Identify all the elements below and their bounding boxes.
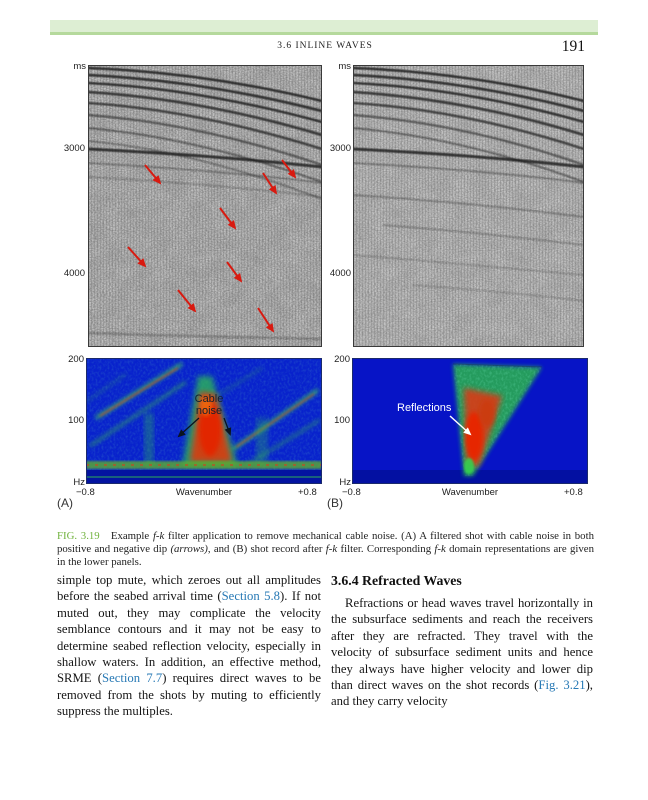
wavenumber-label-a: Wavenumber [175, 487, 233, 498]
reflections-label: Reflections [397, 402, 452, 414]
right-text-2: ), and they carry velocity [331, 678, 593, 709]
section-5-8-link[interactable]: Section 5.8 [221, 589, 281, 604]
caption-text-3: , and (B) shot record after [207, 543, 326, 555]
seismic-events-b [353, 66, 584, 302]
left-paragraph: simple top mute, which zeroes out all am… [57, 572, 321, 720]
section-heading-3-6-4: 3.6.4 Refracted Waves [331, 573, 462, 588]
body-column-left: simple top mute, which zeroes out all am… [57, 572, 321, 720]
freq-tick-100-a: 100 [68, 415, 84, 426]
page-number: 191 [561, 38, 585, 55]
seismic-panel-b [353, 65, 584, 347]
fk-panel-a: Cable noise [86, 358, 322, 484]
freq-axis-unit-a: Hz [73, 477, 85, 488]
section-7-7-link[interactable]: Section 7.7 [102, 671, 163, 686]
kmin-label-a: −0.8 [76, 487, 95, 498]
caption-fk-italic-2: f-k [325, 543, 338, 555]
freq-axis-unit-b: Hz [339, 477, 351, 488]
time-tick-4000-b: 4000 [329, 268, 351, 279]
caption-fk-italic-1: f-k [152, 529, 165, 542]
reflections-pointer-arrow [449, 415, 472, 436]
caption-text-1: Example [110, 529, 153, 542]
fk-panel-b: Reflections [352, 358, 588, 484]
time-tick-3000-b: 3000 [329, 143, 351, 154]
left-text-3: ) requires direct waves to be removed fr… [57, 671, 321, 719]
right-paragraph: Refractions or head waves travel horizon… [331, 595, 593, 710]
freq-tick-200-a: 200 [68, 354, 84, 365]
cable-noise-pointer-arrows [177, 417, 232, 438]
caption-arrows-italic: (arrows) [170, 543, 208, 555]
body-column-right: 3.6.4 Refracted Waves Refractions or hea… [331, 572, 593, 710]
wavenumber-label-b: Wavenumber [441, 487, 499, 498]
running-head: 3.6 INLINE WAVES 191 [57, 38, 593, 56]
caption-text-2: filter application to remove mechanical … [57, 529, 594, 555]
figure-caption-number: FIG. 3.19 [57, 529, 100, 542]
freq-tick-200-b: 200 [334, 354, 350, 365]
caption-text-4: filter. Corresponding [337, 543, 435, 555]
panel-b-letter: (B) [327, 496, 343, 510]
time-axis-unit-a: ms [73, 61, 86, 72]
kmax-label-a: +0.8 [298, 487, 317, 498]
time-tick-3000-a: 3000 [63, 143, 85, 154]
fk-a-diagonal-streaks [86, 362, 321, 466]
left-text-2: ). If not muted out, they may complicate… [57, 589, 322, 686]
top-accent-bar [50, 20, 598, 35]
time-tick-4000-a: 4000 [63, 268, 85, 279]
time-axis-unit-b: ms [338, 61, 351, 72]
caption-text-5: domain representations are given in the … [57, 543, 594, 569]
figure-caption: FIG. 3.19 Example f-k filter application… [57, 530, 594, 570]
seismic-events-a [88, 66, 322, 341]
cable-noise-label-line1: Cable [195, 393, 224, 405]
fk-a-central-fan [144, 376, 268, 466]
left-text-1: simple top mute, which zeroes out all am… [57, 573, 321, 604]
cable-noise-arrows [127, 159, 297, 333]
freq-tick-100-b: 100 [334, 415, 350, 426]
seismic-panel-a [88, 65, 322, 347]
kmin-label-b: −0.8 [342, 487, 361, 498]
fig-3-21-link[interactable]: Fig. 3.21 [538, 678, 586, 693]
section-header: 3.6 INLINE WAVES [277, 41, 373, 51]
cable-noise-label-line2: noise [196, 405, 222, 417]
panel-a-letter: (A) [57, 496, 73, 510]
right-text-1: Refractions or head waves travel horizon… [331, 596, 593, 693]
caption-fk-italic-3: f-k [434, 543, 446, 555]
kmax-label-b: +0.8 [564, 487, 583, 498]
